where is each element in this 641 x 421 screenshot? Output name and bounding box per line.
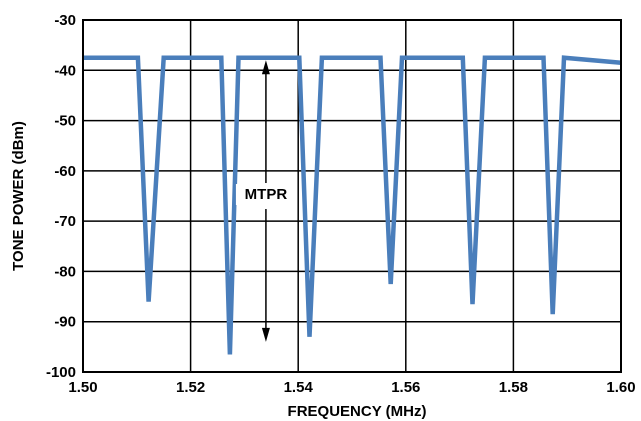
y-axis-title: TONE POWER (dBm) (10, 121, 27, 271)
y-tick-labels: -30 -40 -50 -60 -70 -80 -90 -100 (46, 12, 76, 381)
y-tick-label: -80 (54, 263, 76, 280)
y-tick-label: -40 (54, 62, 76, 79)
mtpr-label: MTPR (245, 186, 288, 203)
y-tick-label: -60 (54, 163, 76, 180)
x-axis-title: FREQUENCY (MHz) (288, 403, 427, 420)
mtpr-arrowhead-top (261, 60, 270, 75)
plot-border (82, 19, 622, 373)
y-tick-label: -100 (46, 364, 76, 381)
x-tick-label: 1.58 (499, 379, 528, 396)
y-tick-label: -70 (54, 213, 76, 230)
plot-frame (82, 19, 622, 373)
x-tick-label: 1.52 (176, 379, 205, 396)
x-tick-label: 1.54 (284, 379, 314, 396)
y-tick-label: -30 (54, 12, 76, 29)
y-tick-label: -90 (54, 314, 76, 331)
mtpr-arrowhead-bottom (261, 327, 270, 342)
x-tick-label: 1.50 (68, 379, 97, 396)
y-tick-label: -50 (54, 113, 76, 130)
x-tick-label: 1.56 (391, 379, 420, 396)
series-line (83, 55, 622, 355)
mtpr-label-background (235, 184, 296, 206)
annotation-layer: MTPR (235, 60, 296, 342)
x-tick-labels: 1.50 1.52 1.54 1.56 1.58 1.60 (68, 379, 635, 396)
x-tick-label: 1.60 (606, 379, 635, 396)
series-layer (83, 55, 622, 355)
